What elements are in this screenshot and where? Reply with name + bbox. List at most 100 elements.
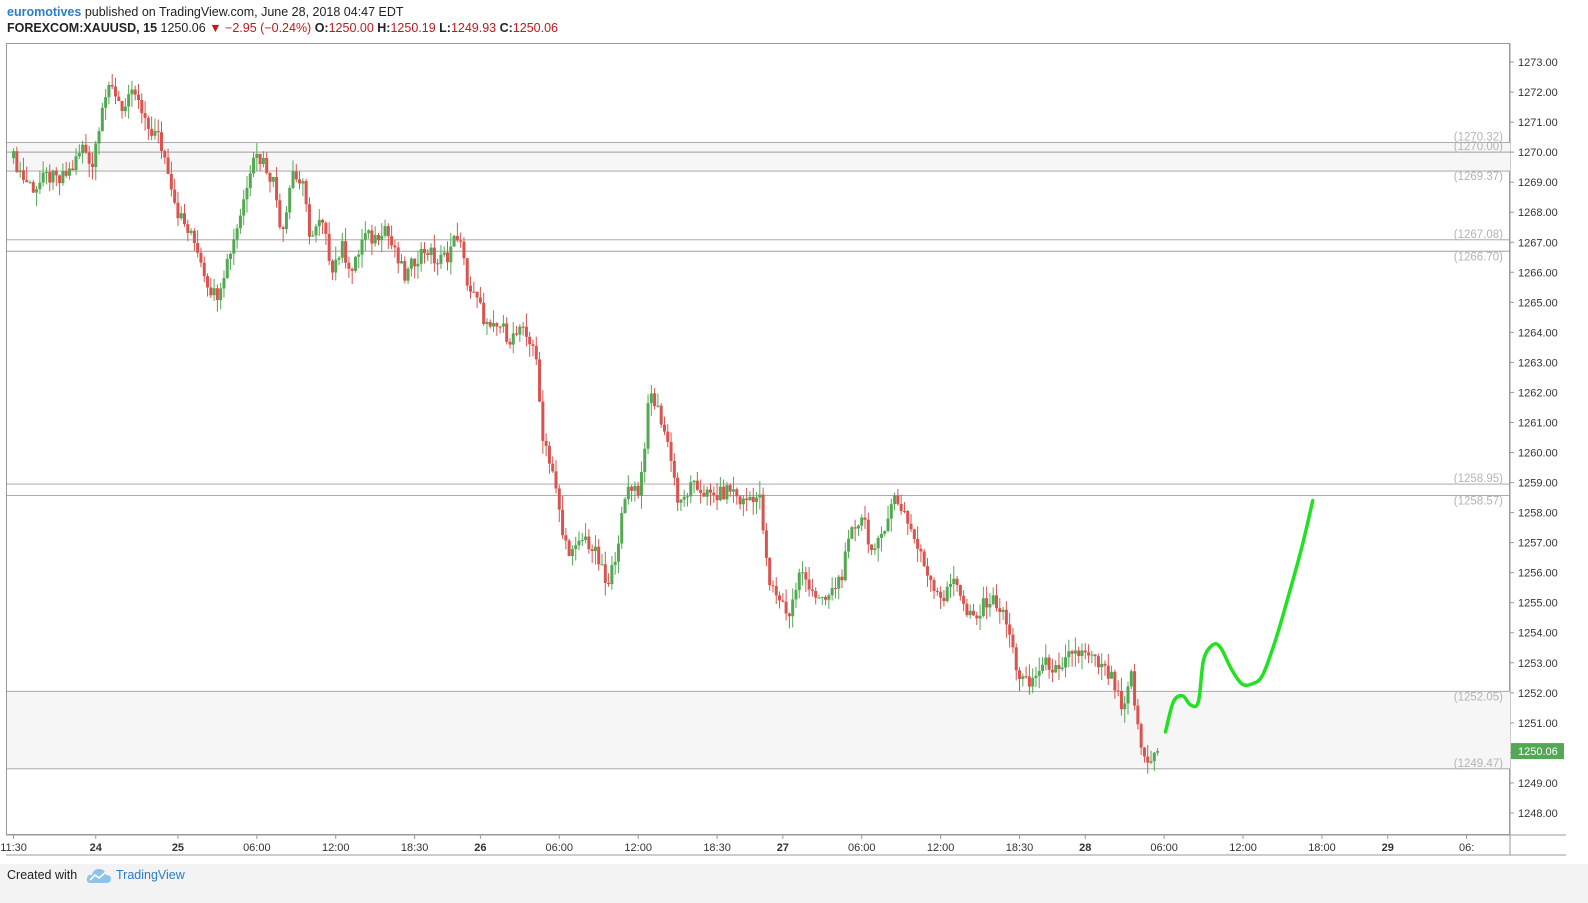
candle-body: [830, 588, 834, 596]
candle-body: [692, 480, 696, 483]
price-tick-label: 1270.00: [1518, 147, 1558, 159]
candle: [248, 165, 252, 197]
candle: [985, 586, 989, 620]
candle-body: [113, 86, 117, 97]
candle: [975, 611, 979, 625]
candle: [620, 506, 624, 549]
candle: [998, 598, 1002, 624]
candle: [925, 557, 929, 587]
candle: [659, 403, 663, 428]
candle-body: [853, 527, 857, 529]
candle: [44, 167, 48, 185]
price-tick-label: 1265.00: [1518, 297, 1558, 309]
level-price-label: (1249.47): [1454, 758, 1503, 770]
candle-body: [505, 323, 509, 342]
price-tick-label: 1264.00: [1518, 327, 1558, 339]
candle-body: [252, 157, 256, 174]
price-tick-label: 1263.00: [1518, 357, 1558, 369]
level-price-label: (1252.05): [1454, 691, 1503, 703]
price-tick-label: 1273.00: [1518, 57, 1558, 69]
candle-body: [656, 405, 660, 407]
candle-body: [334, 259, 338, 273]
candle: [669, 432, 673, 472]
candle-body: [902, 511, 906, 513]
candle: [564, 527, 568, 550]
candle: [587, 529, 591, 554]
candle-body: [574, 545, 578, 550]
candle: [373, 226, 377, 247]
price-chart[interactable]: 1248.00 1249.00 1250.00 1251.00 1252.00 1253.…: [0, 0, 1588, 864]
candle-body: [820, 596, 824, 598]
candle-body: [584, 536, 588, 541]
candle-body: [758, 494, 762, 498]
candle-body: [870, 544, 874, 550]
candle-body: [955, 578, 959, 585]
price-tick-label: 1258.00: [1518, 508, 1558, 520]
candle-body: [682, 496, 686, 500]
price-tick-label: 1248.00: [1518, 808, 1558, 820]
candle: [837, 574, 841, 600]
candle-body: [192, 230, 196, 244]
time-tick-label: 18:30: [401, 842, 429, 854]
candle: [817, 594, 821, 599]
candle-body: [189, 230, 193, 233]
tradingview-cloud-icon[interactable]: [86, 867, 112, 885]
candle-body: [561, 509, 565, 536]
time-tick-label: 18:30: [703, 842, 731, 854]
tradingview-link[interactable]: TradingView: [116, 868, 185, 882]
candle: [643, 442, 647, 483]
candle: [656, 393, 660, 408]
candle-body: [833, 588, 837, 590]
candle: [856, 524, 860, 536]
candle: [755, 492, 759, 514]
candle: [143, 101, 147, 131]
price-tick-label: 1252.00: [1518, 688, 1558, 700]
candle: [212, 278, 216, 301]
candle: [492, 310, 496, 333]
candle: [774, 577, 778, 605]
candle-body: [265, 157, 269, 173]
candle-body: [271, 176, 275, 182]
candle: [271, 176, 275, 188]
candle-body: [58, 175, 62, 184]
candle-body: [196, 243, 200, 253]
candle: [646, 394, 650, 455]
candle-body: [646, 403, 650, 449]
candle-body: [215, 288, 219, 301]
candle-body: [462, 241, 466, 259]
candle-body: [294, 171, 298, 180]
candle: [160, 121, 164, 159]
candle: [406, 266, 410, 284]
candle: [363, 221, 367, 251]
candle: [455, 222, 459, 243]
candle-body: [41, 172, 45, 183]
candle: [301, 178, 305, 197]
candle-body: [850, 527, 854, 539]
candle-body: [150, 128, 154, 136]
candle: [1113, 669, 1117, 699]
candle-body: [991, 595, 995, 605]
candle: [692, 479, 696, 494]
candle: [245, 176, 249, 213]
candle-body: [406, 268, 410, 281]
candle: [531, 339, 535, 357]
candle: [324, 221, 328, 245]
candle-body: [261, 157, 265, 165]
candle: [732, 476, 736, 503]
candle: [633, 481, 637, 502]
candle-body: [889, 504, 893, 519]
candle: [38, 170, 42, 195]
candle: [97, 127, 101, 155]
candle-body: [1050, 669, 1054, 673]
candle-body: [495, 323, 499, 327]
candle-body: [258, 153, 262, 165]
candle-body: [183, 213, 187, 225]
candle: [1004, 601, 1008, 638]
candle-body: [712, 492, 716, 496]
time-tick-label: 12:00: [1229, 842, 1257, 854]
candle-body: [590, 549, 594, 552]
candle-body: [1100, 663, 1104, 668]
candle-body: [879, 533, 883, 538]
candle-body: [896, 495, 900, 504]
author-link[interactable]: euromotives: [7, 5, 82, 19]
